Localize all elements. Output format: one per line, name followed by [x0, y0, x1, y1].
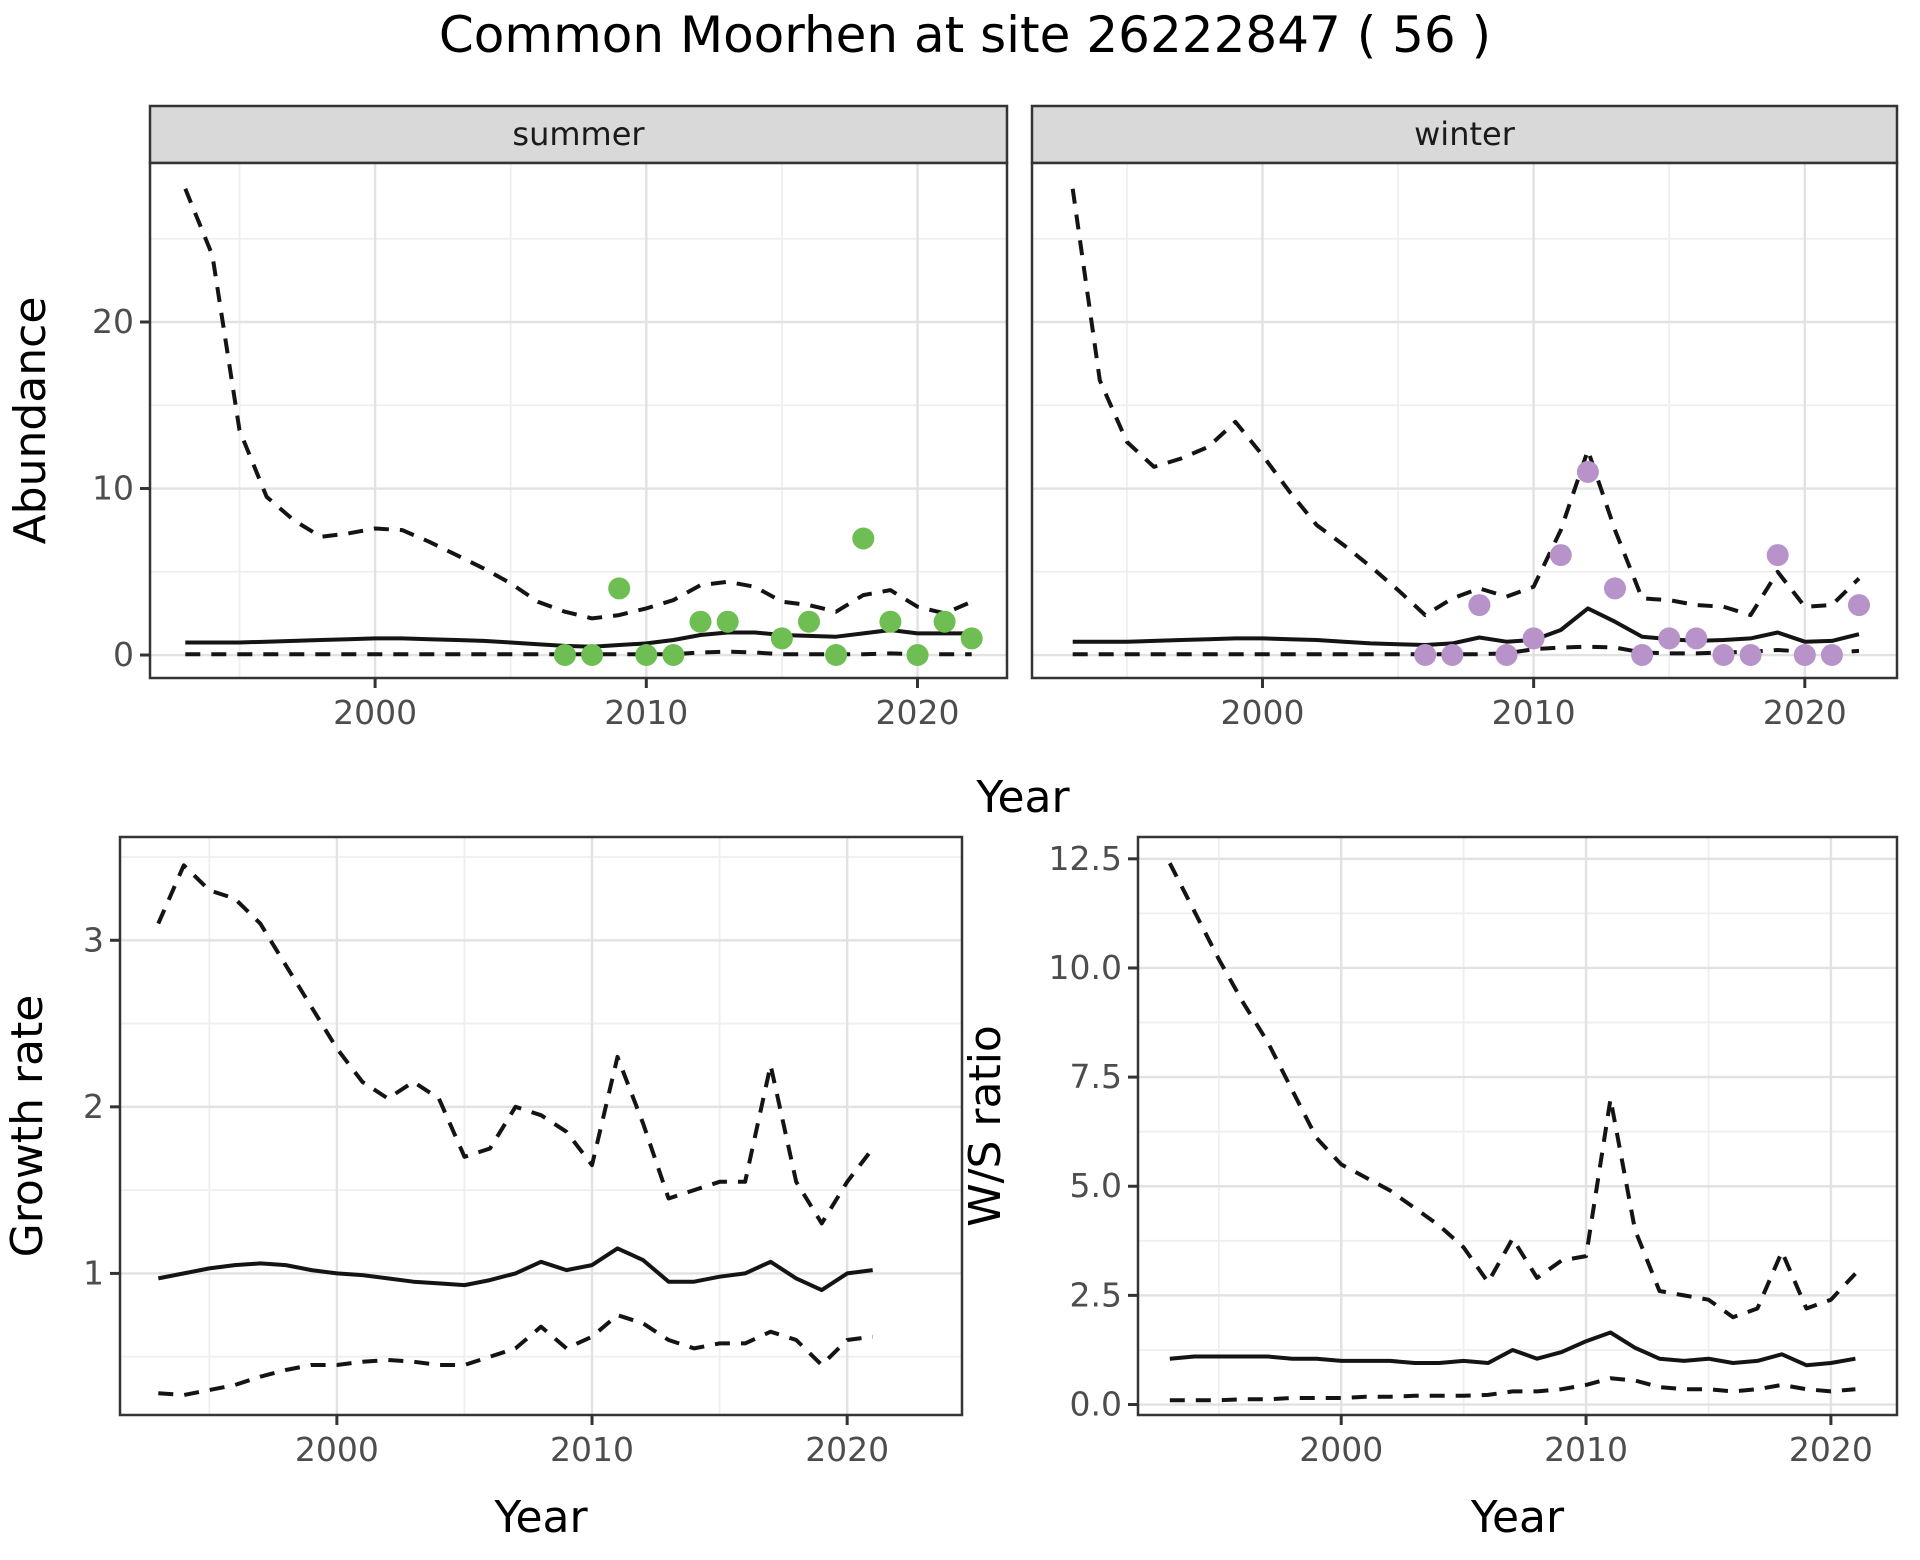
abundance_winter-observation-point [1685, 627, 1708, 650]
ws_ratio-median-line [1169, 1330, 1856, 1368]
abundance_winter-observation-point [1414, 644, 1437, 666]
abundance_winter-median-line [1072, 606, 1860, 647]
ws_ratio-upper_ci-line [1168, 862, 1857, 1320]
abundance_summer-observation-point [635, 644, 658, 666]
abundance_summer-observation-point [662, 644, 685, 666]
abundance_winter-observation-point [1495, 644, 1518, 666]
panel-abundance_winter: winter 2000 2010 2020 [1030, 104, 1899, 732]
y-axis-title-growth_rate: Growth rate [2, 995, 53, 1258]
abundance_summer-observation-point [581, 644, 604, 666]
abundance_winter-observation-point [1631, 644, 1654, 666]
y-tick-label: 2 [83, 1087, 104, 1126]
facet-strip [148, 104, 1009, 165]
abundance_summer-median-line [185, 628, 972, 649]
page-title: Common Moorhen at site 26222847 ( 56 ) [439, 6, 1491, 64]
x-tick-label: 2020 [1763, 693, 1847, 732]
y-tick-label: 10.0 [1049, 948, 1122, 987]
abundance_winter-observation-point [1766, 544, 1789, 567]
abundance_summer-observation-point [960, 627, 983, 650]
abundance_winter-observation-point [1549, 544, 1572, 567]
abundance_summer-observation-point [716, 610, 739, 633]
y-tick-label: 20 [92, 302, 134, 341]
abundance_summer-observation-point [852, 527, 875, 550]
panel-ws_ratio: 2000 2010 2020 0.0 2.5 5.0 7.5 10.0 12.5 W/S rati… [960, 835, 1899, 1543]
panel-border [118, 835, 964, 1417]
growth_rate-upper_ci-line [156, 863, 875, 1226]
abundance_summer-observation-point [689, 610, 712, 633]
abundance_summer-observation-point [770, 627, 793, 650]
abundance_winter-observation-point [1604, 577, 1626, 600]
x-tick-label: 2010 [1544, 1430, 1628, 1469]
x-tick-label: 2010 [1492, 693, 1576, 732]
x-tick-label: 2010 [550, 1430, 634, 1469]
x-axis-title-top-row: Year [975, 772, 1070, 823]
abundance_winter-observation-point [1468, 594, 1491, 617]
panel-border [148, 161, 1009, 680]
abundance_summer-upper_ci-line [183, 188, 973, 621]
ws_ratio-lower_ci-line [1169, 1376, 1856, 1403]
abundance_winter-observation-point [1576, 460, 1599, 483]
abundance_summer-observation-point [553, 644, 576, 666]
y-tick-label: 12.5 [1049, 839, 1122, 878]
x-tick-label: 2020 [876, 693, 960, 732]
panel-growth_rate: 2000 2010 2020 1 2 3 Growth rate Year [2, 835, 964, 1543]
y-axis-title-ws_ratio: W/S ratio [960, 1025, 1011, 1227]
growth_rate-median-line [157, 1246, 873, 1293]
abundance_summer-observation-point [879, 610, 902, 633]
panel-background [1032, 163, 1897, 678]
y-tick-label: 0 [113, 635, 134, 674]
growth_rate-lower_ci-line [158, 1313, 873, 1397]
panel-background [150, 163, 1007, 678]
facet-strip-label-winter: winter [1414, 115, 1516, 153]
abundance_winter-observation-point [1848, 594, 1870, 617]
y-tick-label: 0.0 [1070, 1385, 1122, 1424]
panel-abundance_summer: summer 2000 2010 2020 0 10 20 Abundance [5, 104, 1009, 732]
y-tick-label: 5.0 [1070, 1166, 1122, 1205]
panel-border [1136, 835, 1899, 1417]
abundance_summer-observation-point [608, 577, 631, 600]
y-tick-label: 2.5 [1070, 1275, 1122, 1314]
y-tick-label: 10 [92, 469, 134, 508]
panel-background [1138, 837, 1897, 1415]
y-tick-label: 1 [83, 1253, 104, 1292]
abundance_summer-observation-point [933, 610, 956, 633]
abundance_winter-observation-point [1712, 644, 1735, 666]
x-tick-label: 2010 [604, 693, 688, 732]
x-tick-label: 2020 [1789, 1430, 1873, 1469]
panel-border [1030, 161, 1899, 680]
abundance_winter-observation-point [1522, 627, 1545, 650]
abundance_winter-observation-point [1441, 644, 1464, 666]
abundance_winter-observation-point [1793, 644, 1816, 666]
abundance_summer-observation-point [798, 610, 820, 633]
x-axis-title-ws_ratio: Year [1470, 1492, 1565, 1543]
x-axis-title-growth_rate: Year [493, 1492, 588, 1543]
x-tick-label: 2000 [1220, 693, 1304, 732]
abundance_winter-upper_ci-line [1070, 188, 1861, 618]
x-tick-label: 2000 [1299, 1430, 1383, 1469]
x-tick-label: 2000 [333, 693, 417, 732]
facet-strip-label-summer: summer [512, 115, 645, 153]
x-tick-label: 2000 [295, 1430, 379, 1469]
abundance_winter-observation-point [1820, 644, 1843, 666]
abundance_winter-observation-point [1658, 627, 1681, 650]
panel-background [120, 837, 962, 1415]
y-tick-label: 7.5 [1070, 1057, 1122, 1096]
y-tick-label: 3 [83, 920, 104, 959]
abundance_summer-observation-point [906, 644, 929, 666]
abundance_winter-observation-point [1739, 644, 1762, 666]
abundance_summer-observation-point [825, 644, 848, 666]
y-axis-title-abundance_summer: Abundance [5, 297, 56, 545]
x-tick-label: 2020 [805, 1430, 889, 1469]
